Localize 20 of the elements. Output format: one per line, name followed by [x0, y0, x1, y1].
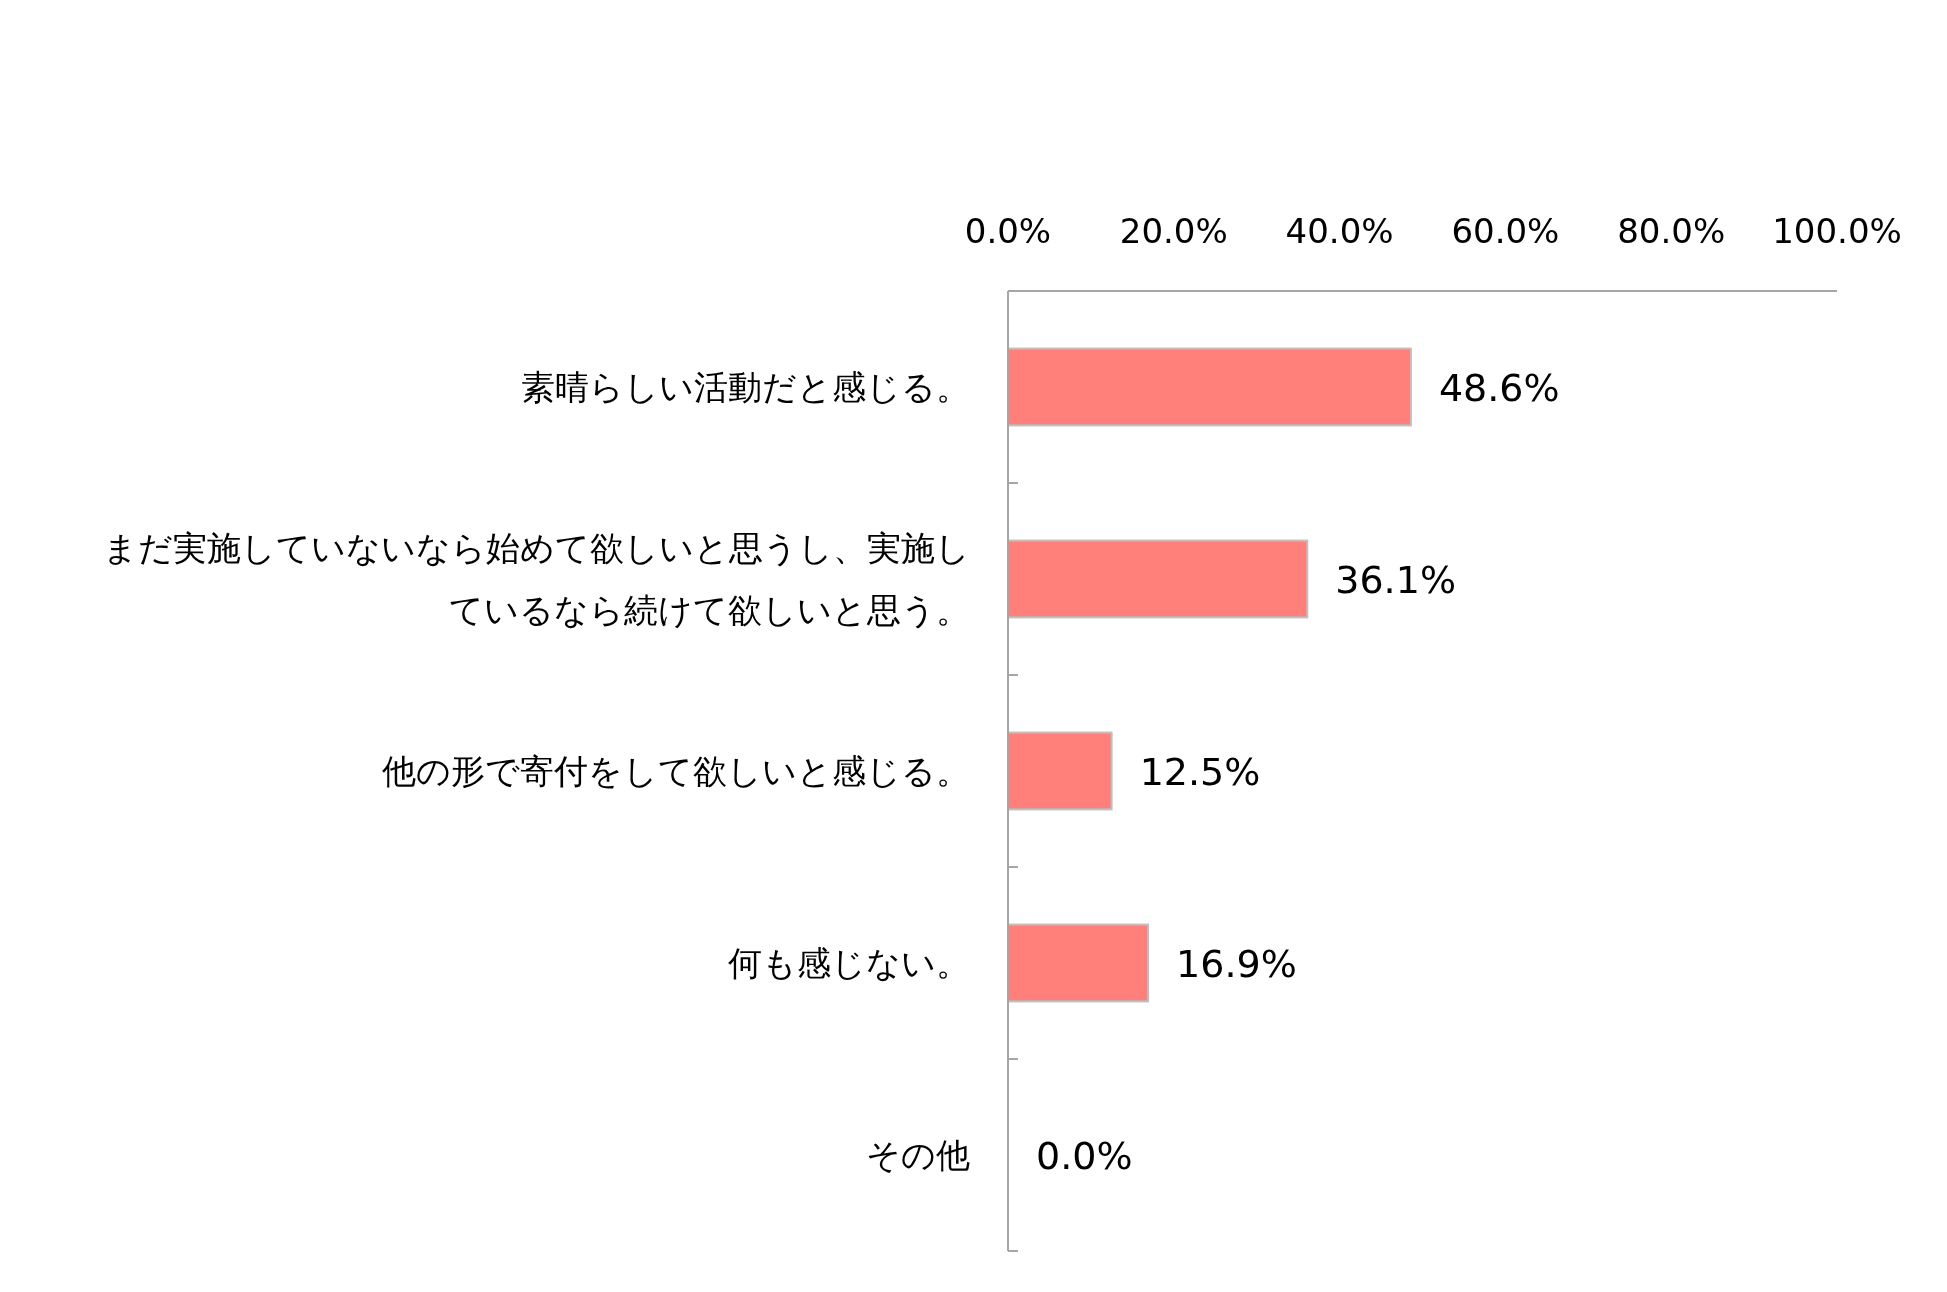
bar [1007, 347, 1412, 427]
x-tick-label: 40.0% [1285, 211, 1394, 251]
bar [1007, 923, 1150, 1003]
y-tick-label: その他 [866, 1135, 970, 1175]
data-label: 12.5% [1139, 750, 1261, 794]
y-tick-label: 素晴らしい活動だと感じる。 [521, 367, 970, 407]
x-tick-label: 20.0% [1119, 211, 1228, 251]
x-tick-label: 60.0% [1451, 211, 1560, 251]
y-tick-label: 他の形で寄付をして欲しいと感じる。 [382, 751, 970, 791]
x-tick-label: 100.0% [1772, 211, 1902, 251]
x-tick-label: 0.0% [964, 211, 1052, 251]
y-tick-label: 何も感じない。 [728, 943, 970, 983]
data-label: 48.6% [1438, 366, 1560, 410]
bar [1007, 731, 1113, 811]
data-label: 36.1% [1335, 558, 1456, 602]
y-tick-label: まだ実施していないなら始めて欲しいと思うし、実施しているなら続けて欲しいと思う。 [103, 528, 970, 630]
x-tick-label: 80.0% [1617, 211, 1726, 251]
bar [1007, 539, 1309, 619]
data-label: 16.9% [1176, 942, 1297, 986]
data-label: 0.0% [1036, 1134, 1133, 1178]
